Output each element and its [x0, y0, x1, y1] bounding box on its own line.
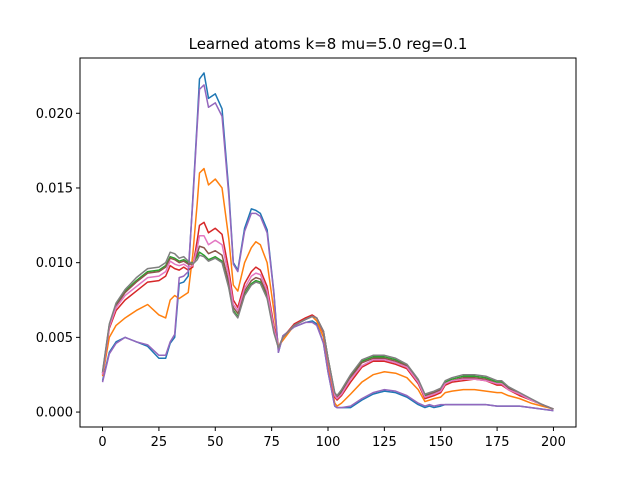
series-line-8: [101, 251, 554, 410]
x-tick-label: 0: [98, 435, 106, 450]
y-tick-label: 0.020: [36, 107, 73, 122]
x-tick-label: 25: [151, 435, 168, 450]
y-axis: 0.000 0.005 0.010 0.015 0.020: [36, 107, 80, 421]
y-tick-label: 0.015: [36, 181, 73, 196]
x-tick-label: 125: [372, 435, 397, 450]
y-tick-label: 0.000: [36, 406, 73, 421]
y-tick-label: 0.010: [36, 256, 73, 271]
x-axis: 0 25 50 75 100 125 150 175 200: [98, 427, 566, 450]
x-tick-label: 50: [207, 435, 224, 450]
series-line-5: [101, 84, 554, 412]
x-tick-label: 175: [485, 435, 510, 450]
x-tick-label: 100: [316, 435, 341, 450]
series-line-4: [101, 221, 554, 410]
x-tick-label: 200: [541, 435, 566, 450]
y-tick-label: 0.005: [36, 331, 73, 346]
series-layer: [101, 72, 554, 412]
x-tick-label: 75: [263, 435, 280, 450]
chart-title: Learned atoms k=8 mu=5.0 reg=0.1: [189, 35, 468, 53]
x-tick-label: 150: [428, 435, 453, 450]
